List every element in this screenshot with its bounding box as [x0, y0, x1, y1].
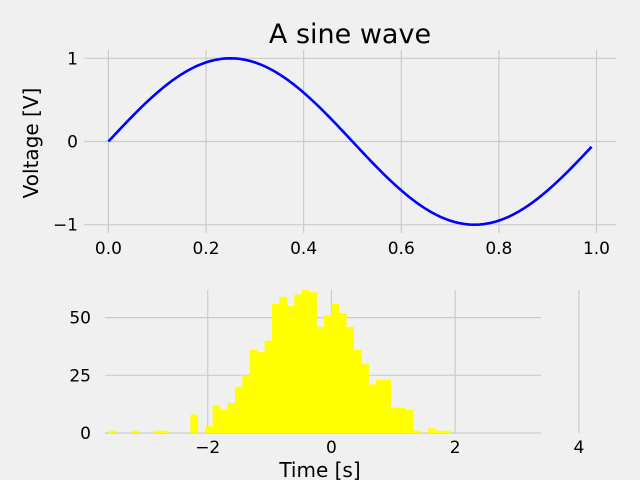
histogram-bar — [309, 292, 317, 433]
histogram-bar — [153, 430, 161, 433]
histogram-bar — [413, 430, 421, 433]
chart-title: A sine wave — [269, 19, 431, 50]
histogram-bar — [205, 426, 213, 433]
sine-series-layer — [107, 57, 593, 226]
histogram-bar — [234, 386, 243, 433]
sine-grid — [84, 50, 616, 233]
histogram-bar — [264, 340, 273, 433]
histogram-bar — [160, 430, 169, 433]
histogram-bar — [301, 289, 310, 433]
histogram-bar — [131, 430, 139, 433]
sine-x-tick-label: 0.4 — [290, 239, 317, 259]
sine-x-tick-label: 0.0 — [95, 239, 122, 259]
histogram-bar — [398, 407, 406, 433]
histogram-bar — [331, 303, 340, 433]
sine-x-tick-label: 0.8 — [485, 239, 512, 259]
histogram-x-tick-labels: −2 0 2 4 — [195, 438, 584, 458]
histogram-bar — [227, 403, 236, 433]
histogram-bar — [427, 428, 436, 433]
sine-line — [107, 57, 593, 226]
histogram-x-tick-label: −2 — [195, 438, 220, 458]
histogram-y-tick-label: 25 — [69, 366, 91, 386]
histogram-bar — [212, 405, 221, 433]
histogram-bar — [383, 379, 392, 433]
sine-x-tick-labels: 0.0 0.2 0.4 0.6 0.8 1.0 — [95, 239, 610, 259]
histogram-bar — [435, 430, 444, 433]
histogram-bar — [405, 409, 414, 433]
histogram-bars — [108, 289, 451, 433]
histogram-bar — [361, 363, 369, 433]
sine-x-tick-label: 1.0 — [583, 239, 610, 259]
histogram-x-tick-label: 2 — [450, 438, 461, 458]
sine-y-tick-labels: −1 0 1 — [53, 49, 78, 235]
histogram-y-tick-labels: 0 25 50 — [69, 309, 91, 444]
histogram-bar — [286, 306, 295, 433]
histogram-bar — [279, 296, 288, 433]
histogram-bar — [368, 384, 377, 433]
histogram-bar — [324, 315, 332, 433]
histogram-bar — [108, 430, 117, 433]
histogram-bar — [272, 303, 280, 433]
histogram-bar — [249, 349, 258, 433]
histogram-y-tick-label: 50 — [69, 309, 91, 329]
sine-y-tick-label: 1 — [67, 49, 78, 69]
histogram-bar — [338, 313, 347, 433]
histogram-bar — [442, 430, 451, 433]
histogram-bar — [257, 352, 265, 433]
sine-chart: 0.0 0.2 0.4 0.6 0.8 1.0 −1 0 1 A sine wave Volt… — [19, 19, 616, 259]
sine-x-tick-label: 0.2 — [192, 239, 219, 259]
sine-y-tick-label: 0 — [67, 133, 78, 153]
x-axis-label: Time [s] — [278, 458, 360, 480]
histogram-bar — [390, 407, 399, 433]
histogram-bar — [220, 409, 228, 433]
histogram-x-tick-label: 4 — [573, 438, 584, 458]
histogram-y-tick-label: 0 — [80, 424, 91, 444]
histogram-x-tick-label: 0 — [326, 438, 337, 458]
histogram-chart: −2 0 2 4 0 25 50 Time [s] — [69, 283, 616, 480]
sine-x-tick-label: 0.6 — [388, 239, 415, 259]
histogram-bar — [294, 294, 303, 433]
histogram-bar — [346, 326, 355, 433]
y-axis-label: Voltage [V] — [19, 88, 43, 199]
histogram-bar — [242, 375, 251, 433]
histogram-bar — [353, 349, 362, 433]
sine-y-tick-label: −1 — [53, 216, 78, 236]
histogram-bar — [375, 379, 384, 433]
histogram-bar — [316, 326, 325, 433]
histogram-bar — [190, 414, 199, 433]
